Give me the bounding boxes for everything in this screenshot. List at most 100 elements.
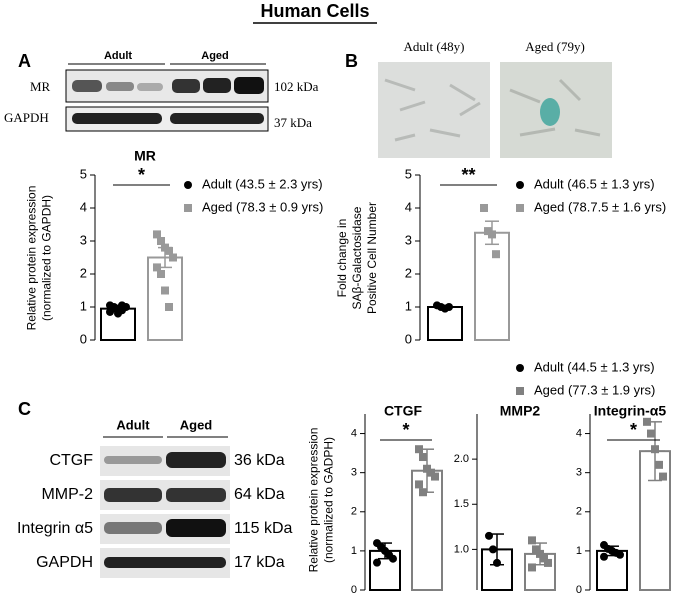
data-point [616, 550, 624, 559]
data-point [536, 549, 544, 558]
blot-size: 37 kDa [274, 115, 312, 130]
data-point [153, 263, 161, 272]
data-point [157, 270, 165, 278]
data-point [651, 445, 659, 454]
data-point [169, 253, 177, 262]
blot-row-label: Integrin α5 [17, 520, 93, 537]
blot-size: 115 kDa [234, 520, 293, 537]
data-point [532, 545, 540, 554]
y-axis-label: Relative protein expression [307, 428, 321, 573]
micrograph [378, 62, 612, 158]
significance-label: * [138, 165, 145, 185]
y-tick-label: 4 [80, 199, 87, 214]
data-point [528, 563, 536, 572]
chart-title: CTGF [384, 403, 423, 419]
legend-marker [516, 387, 524, 395]
data-point [485, 531, 493, 540]
data-point [480, 204, 488, 212]
y-tick-label: 1 [576, 545, 582, 557]
y-tick-label: 5 [405, 166, 412, 181]
image-label: Adult (48y) [403, 39, 464, 54]
blot-size: 102 kDa [274, 79, 319, 94]
blot-size: 64 kDa [234, 486, 285, 503]
data-point [488, 230, 496, 239]
legend-marker [516, 204, 524, 212]
data-point [659, 472, 667, 481]
blot-row-label: MR [30, 79, 51, 94]
y-tick-label: 3 [351, 467, 357, 479]
y-axis-label: Positive Cell Number [365, 202, 379, 314]
data-point [165, 303, 173, 311]
legend-label: Aged (78.3 ± 0.9 yrs) [202, 199, 323, 214]
y-tick-label: 1 [80, 298, 87, 313]
data-point [157, 237, 165, 245]
chart-title: MR [134, 148, 156, 164]
data-point [544, 558, 552, 567]
y-axis-label: (normalized to GAPDH) [40, 195, 54, 321]
figure-title: Human Cells [260, 1, 369, 21]
blot [100, 446, 230, 578]
legend-marker [516, 364, 524, 372]
data-point [655, 460, 663, 469]
legend-marker [516, 181, 524, 189]
y-tick-label: 1 [405, 298, 412, 313]
y-tick-label: 2 [351, 506, 357, 518]
data-point [373, 558, 381, 567]
y-tick-label: 2 [80, 265, 87, 280]
data-point [165, 246, 173, 255]
data-point [415, 480, 423, 489]
data-point [431, 472, 439, 481]
data-point [540, 554, 548, 563]
y-tick-label: 0 [80, 331, 87, 346]
blot-size: 17 kDa [234, 554, 285, 571]
data-point [419, 488, 427, 497]
legend-label: Adult (46.5 ± 1.3 yrs) [534, 176, 655, 191]
y-axis-label: Relative protein expression [25, 186, 39, 331]
panel-letter: A [18, 51, 31, 71]
chart-title: MMP2 [500, 403, 541, 419]
y-tick-label: 5 [80, 166, 87, 181]
data-point [528, 536, 536, 545]
data-point [389, 554, 397, 563]
significance-label: * [402, 420, 409, 440]
legend-label: Adult (44.5 ± 1.3 yrs) [534, 359, 655, 374]
blot-row-label: MMP-2 [41, 486, 93, 503]
y-tick-label: 2 [405, 265, 412, 280]
blot-group: Adult [104, 50, 132, 62]
blot [65, 69, 269, 132]
y-tick-label: 3 [576, 467, 582, 479]
blot-row-label: GAPDH [36, 554, 93, 571]
legend-marker [184, 181, 192, 189]
y-tick-label: 2.0 [454, 453, 469, 465]
y-axis-label: (normalized to GADPH) [322, 437, 336, 563]
y-tick-label: 1.0 [454, 543, 469, 555]
data-point [445, 303, 453, 311]
y-tick-label: 4 [405, 199, 412, 214]
y-tick-label: 1.5 [454, 498, 469, 510]
legend-label: Aged (77.3 ± 1.9 yrs) [534, 382, 655, 397]
y-tick-label: 4 [576, 427, 582, 439]
legend-marker [184, 204, 192, 212]
data-point [492, 250, 500, 259]
legend-label: Aged (78.7.5 ± 1.6 yrs) [534, 199, 666, 214]
significance-label: * [630, 420, 637, 440]
y-tick-label: 0 [405, 331, 412, 346]
y-tick-label: 0 [576, 584, 582, 596]
y-tick-label: 4 [351, 427, 357, 439]
image-label: Aged (79y) [525, 39, 585, 54]
data-point [489, 545, 497, 554]
blot-group: Adult [116, 417, 150, 432]
data-point [647, 429, 655, 438]
data-point [118, 301, 126, 310]
y-tick-label: 2 [576, 506, 582, 518]
panel-letter: C [18, 399, 31, 419]
y-tick-label: 1 [351, 545, 357, 557]
bar [474, 231, 510, 341]
y-tick-label: 0 [351, 584, 357, 596]
y-axis-label: Fold change in [335, 219, 349, 298]
blot-size: 36 kDa [234, 452, 285, 469]
y-tick-label: 3 [405, 232, 412, 247]
panel-letter: B [345, 51, 358, 71]
blot-group: Aged [201, 50, 229, 62]
blot-row-label: GAPDH [4, 110, 49, 125]
